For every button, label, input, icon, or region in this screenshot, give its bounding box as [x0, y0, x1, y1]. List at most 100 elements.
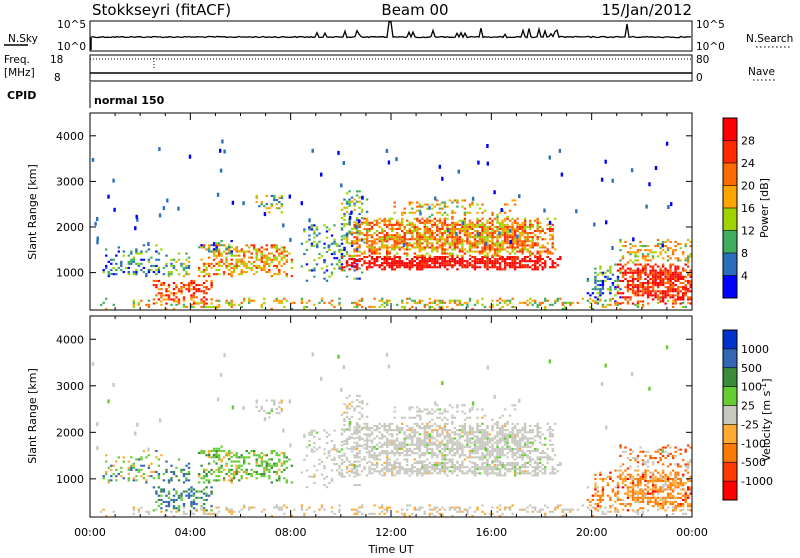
power-cell — [649, 274, 651, 276]
power-cell — [685, 276, 687, 278]
velocity-cell — [203, 499, 205, 501]
velocity-cell — [416, 437, 418, 439]
velocity-cell — [456, 452, 458, 454]
velocity-cell — [170, 477, 172, 479]
power-cell — [293, 302, 295, 304]
power-cell — [416, 262, 418, 264]
power-cell — [168, 290, 170, 292]
velocity-cell — [373, 464, 375, 466]
power-cell — [552, 228, 554, 230]
power-cell — [552, 253, 554, 255]
velocity-cell — [429, 448, 431, 450]
power-cell — [637, 251, 639, 253]
velocity-cell — [444, 446, 446, 448]
power-cell — [248, 302, 250, 304]
power-cell — [215, 263, 217, 265]
velocity-cell — [123, 477, 125, 479]
power-cell — [160, 292, 162, 294]
power-cell — [381, 262, 383, 264]
velocity-cell — [474, 448, 476, 450]
power-cell — [386, 236, 388, 238]
power-cell — [509, 253, 511, 255]
velocity-cell — [386, 440, 388, 442]
power-cell — [411, 236, 413, 238]
velocity-cell — [366, 446, 368, 448]
power-cell — [474, 264, 476, 266]
power-cell — [353, 248, 355, 250]
power-cell — [647, 290, 649, 292]
power-cell — [494, 255, 496, 257]
velocity-cell — [419, 444, 421, 446]
velocity-cell — [130, 469, 132, 471]
power-cell — [308, 300, 310, 302]
velocity-cell — [519, 429, 521, 431]
power-cell — [353, 205, 355, 207]
power-cell — [537, 256, 539, 258]
velocity-cell — [444, 435, 446, 437]
power-cell — [346, 260, 348, 262]
velocity-cell — [434, 462, 436, 464]
power-cell — [647, 280, 649, 282]
velocity-cell — [552, 433, 554, 435]
power-cell — [474, 242, 476, 244]
power-cell — [424, 224, 426, 226]
velocity-cell — [323, 453, 325, 455]
velocity-cell — [353, 410, 355, 412]
velocity-cell — [527, 442, 529, 444]
power-cell — [499, 264, 501, 266]
power-cell — [291, 259, 293, 261]
velocity-cell — [231, 469, 233, 471]
power-cell — [133, 259, 135, 261]
power-cell — [306, 263, 308, 265]
velocity-cell — [534, 466, 536, 468]
power-cell — [629, 270, 631, 272]
power-cell — [662, 296, 664, 298]
velocity-cell — [205, 473, 207, 475]
velocity-cell — [328, 482, 330, 484]
power-cell — [456, 224, 458, 226]
velocity-cell — [429, 427, 431, 429]
power-cell — [419, 262, 421, 264]
power-cell — [389, 234, 391, 236]
power-cell — [672, 253, 674, 255]
velocity-cell — [436, 468, 438, 470]
power-cell — [163, 282, 165, 284]
power-cell — [637, 268, 639, 270]
velocity-cell — [537, 450, 539, 452]
velocity-cell — [238, 456, 240, 458]
power-cell — [424, 222, 426, 224]
power-cell — [604, 272, 606, 274]
velocity-cell — [439, 433, 441, 435]
power-cell — [394, 228, 396, 230]
power-cell — [544, 300, 546, 302]
velocity-cell — [459, 442, 461, 444]
velocity-cell — [444, 448, 446, 450]
power-cell — [444, 218, 446, 220]
velocity-cell — [554, 468, 556, 470]
velocity-cell — [160, 499, 162, 501]
velocity-cell — [474, 431, 476, 433]
power-cell — [529, 302, 531, 304]
power-cell — [391, 266, 393, 268]
velocity-cell — [218, 450, 220, 452]
velocity-cell — [331, 459, 333, 461]
power-cell — [456, 244, 458, 246]
power-cell — [642, 245, 644, 247]
velocity-cell — [414, 433, 416, 435]
velocity-cell — [273, 471, 275, 473]
velocity-cell — [521, 466, 523, 468]
power-cell — [276, 203, 278, 205]
power-cell — [441, 224, 443, 226]
power-cell — [135, 263, 137, 265]
power-cell — [529, 255, 531, 257]
power-cell — [253, 273, 255, 275]
power-cell — [652, 282, 654, 284]
velocity-cell — [183, 481, 185, 483]
velocity-cell — [261, 406, 263, 408]
velocity-cell — [484, 429, 486, 431]
power-cell — [246, 271, 248, 273]
velocity-cell — [449, 448, 451, 450]
power-cell — [358, 207, 360, 209]
velocity-cell — [165, 501, 167, 503]
power-cell — [236, 248, 238, 250]
